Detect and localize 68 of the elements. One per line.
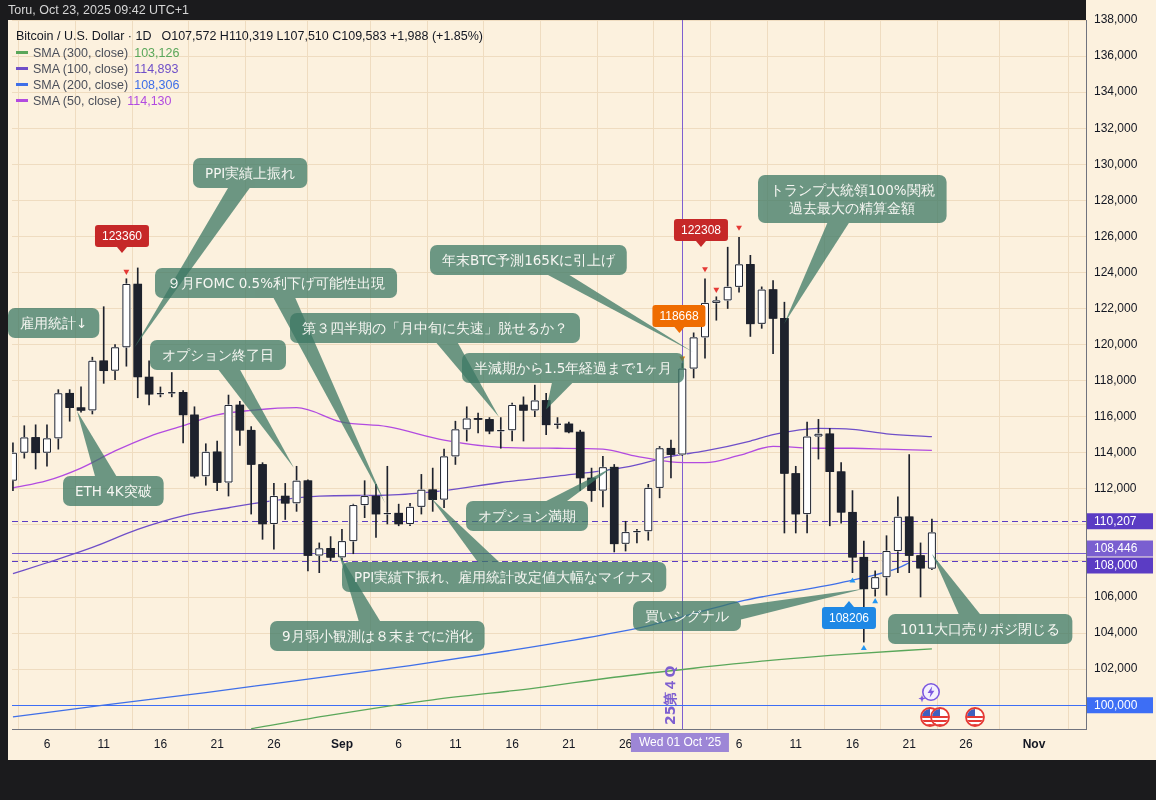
y-tick-label: 134,000: [1094, 84, 1138, 99]
ref-line-label: 110,207: [1094, 513, 1137, 528]
y-tick-label: 120,000: [1094, 336, 1138, 351]
x-tick-label: 21: [902, 736, 917, 751]
annotation: 123360: [94, 225, 150, 247]
annotation: 9月弱小観測は８末までに消化: [282, 628, 473, 644]
y-tick-label: 118,000: [1094, 372, 1137, 387]
annotation: 半減期から1.5年経過まで1ヶ月: [474, 360, 673, 376]
text: O107,572 H110,319 L107,510 C109,583 +1,988 (+1.85%): [161, 29, 484, 43]
y-tick-label: 128,000: [1094, 192, 1138, 207]
y-tick-label: 122,000: [1094, 300, 1138, 315]
ref-line-label: 100,000: [1094, 698, 1138, 713]
annotation: ９月FOMC 0.5%利下げ可能性出現: [167, 275, 386, 291]
annotation: 118668: [652, 305, 706, 327]
x-tick-label: 11: [449, 736, 462, 751]
annotation: 108,306: [134, 78, 180, 92]
x-tick-label: 16: [505, 736, 520, 751]
y-tick-label: 104,000: [1094, 625, 1138, 640]
annotation: オプション満期: [478, 508, 576, 524]
legend-label: SMA (300, close): [33, 46, 129, 60]
annotation: 114,893: [134, 62, 179, 76]
x-tick-label: Sep: [330, 736, 353, 751]
text: Toru, Oct 23, 2025 09:42 UTC+1: [0, 0, 1086, 20]
x-tick-label: 16: [845, 736, 860, 751]
annotation: PPI実績下振れ、雇用統計改定値大幅なマイナス: [354, 569, 655, 585]
annotation: ETH 4K突破: [74, 483, 152, 499]
annotation: 114,130: [127, 94, 172, 108]
y-tick-label: 138,000: [1094, 12, 1138, 27]
annotation: 年末BTC予測165Kに引上げ: [442, 252, 616, 268]
y-tick-label: 124,000: [1094, 264, 1138, 279]
annotation: 103,126: [134, 46, 180, 60]
x-tick-label: 26: [959, 736, 973, 751]
y-tick-label: 132,000: [1094, 120, 1138, 135]
y-tick-label: 126,000: [1094, 228, 1138, 243]
annotation: 雇用統計↓: [20, 315, 88, 331]
x-tick-label: 6: [395, 736, 403, 751]
x-tick-label: 21: [562, 736, 576, 751]
y-tick-label: 116,000: [1094, 409, 1137, 424]
text: Bitcoin / U.S. Dollar · 1D: [16, 29, 152, 43]
x-tick-label: 6: [735, 736, 743, 751]
x-tick-label: 11: [789, 736, 803, 751]
ref-line-label: 25第４Q: [661, 665, 678, 725]
annotation: 第３四半期の「月中旬に失速」脱せるか？: [302, 320, 568, 336]
annotation: オプション終了日: [162, 347, 274, 363]
y-tick-label: 114,000: [1094, 445, 1137, 460]
legend-label: SMA (50, close): [33, 94, 122, 108]
y-tick-label: 112,000: [1094, 481, 1137, 496]
annotation: PPI実績上振れ: [205, 165, 296, 181]
legend-label: SMA (100, close): [33, 62, 129, 76]
annotation: 買いシグナル: [645, 608, 729, 624]
ref-line-label: 108,000: [1094, 558, 1138, 573]
annotation: 108206: [821, 607, 877, 629]
ref-line-label: 108,446: [1094, 541, 1138, 556]
legend-label: SMA (200, close): [33, 78, 129, 92]
y-tick-label: 106,000: [1094, 589, 1138, 604]
x-tick-label: 21: [210, 736, 225, 751]
x-tick-label: 11: [97, 736, 111, 751]
x-tick-label: 6: [43, 736, 51, 751]
text: Wed 01 Oct '25: [630, 733, 730, 752]
annotation: 1011大口売りポジ閉じる: [900, 621, 1061, 637]
x-tick-label: 26: [267, 736, 281, 751]
annotation: トランプ大統領100%関税過去最大の精算金額: [769, 182, 935, 216]
y-tick-label: 102,000: [1094, 661, 1138, 676]
x-tick-label: 16: [153, 736, 168, 751]
y-tick-label: 136,000: [1094, 48, 1138, 63]
x-tick-label: Nov: [1022, 736, 1046, 751]
annotation: 122308: [673, 219, 729, 241]
y-tick-label: 130,000: [1094, 156, 1138, 171]
